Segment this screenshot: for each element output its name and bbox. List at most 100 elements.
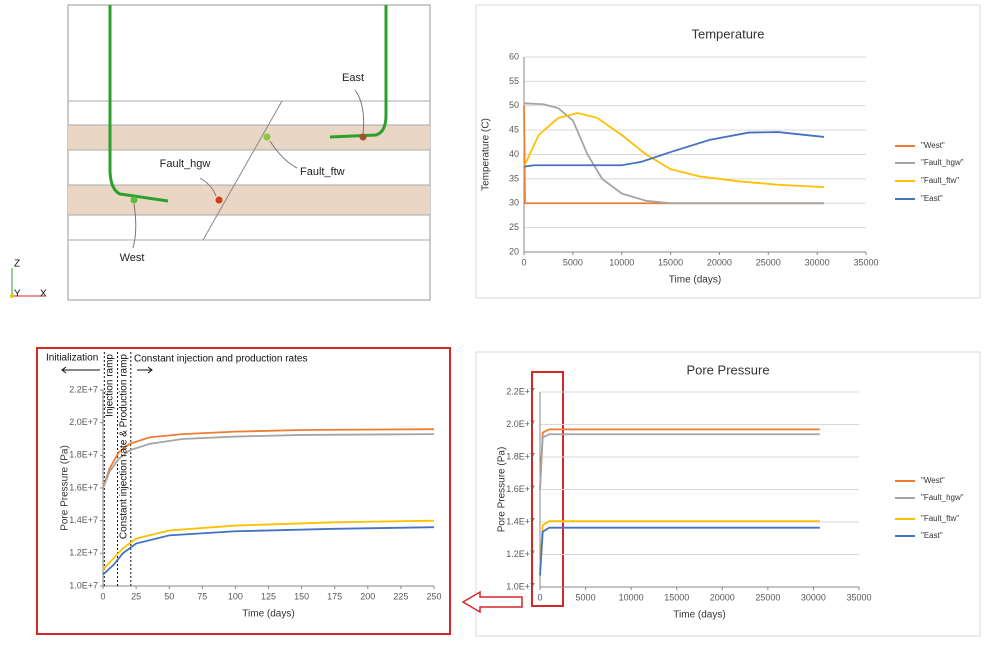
annotation-arrow	[137, 366, 153, 374]
y-tick-label: 1.2E+7	[506, 549, 535, 559]
legend-label: "East"	[921, 194, 943, 203]
y-tick-label: 2.2E+7	[69, 384, 98, 394]
y-tick-label: 1.8E+7	[506, 451, 535, 461]
y-tick-label: 40	[509, 149, 519, 159]
y-tick-label: 1.6E+7	[506, 484, 535, 494]
x-tick-label: 15000	[664, 592, 689, 602]
annotation: Injection ramp	[105, 354, 116, 417]
y-tick-label: 60	[509, 51, 519, 61]
x-tick-label: 175	[327, 591, 342, 601]
series-line	[539, 526, 820, 576]
y-axis-title: Pore Pressure (Pa)	[60, 445, 71, 531]
zoom-frame	[36, 347, 451, 635]
diagram-label: Fault_hgw	[160, 158, 211, 170]
legend-label: "Fault_hgw"	[921, 493, 964, 502]
x-tick-label: 5000	[563, 257, 583, 267]
x-tick-label: 250	[426, 591, 441, 601]
point	[215, 196, 223, 204]
axis-y	[10, 294, 14, 298]
y-tick-label: 2.0E+7	[69, 417, 98, 427]
x-tick-label: 5000	[576, 592, 596, 602]
y-tick-label: 1.2E+7	[69, 548, 98, 558]
x-tick-label: 10000	[609, 257, 634, 267]
leaders	[132, 89, 365, 249]
y-tick-label: 1.4E+7	[69, 515, 98, 525]
series-line	[102, 519, 435, 571]
y-tick-label: 20	[509, 246, 519, 256]
series-line	[102, 433, 435, 489]
x-tick-label: 0	[521, 257, 526, 267]
diagram-label: Fault_ftw	[300, 166, 345, 178]
y-tick-label: 45	[509, 125, 519, 135]
y-tick-label: 1.0E+7	[69, 580, 98, 590]
x-tick-label: 50	[164, 591, 174, 601]
chart-frame	[475, 4, 981, 299]
x-tick-label: 200	[360, 591, 375, 601]
x-tick-label: 25	[131, 591, 141, 601]
y-tick-label: 1.0E+7	[506, 581, 535, 591]
y-tick-label: 2.0E+7	[506, 419, 535, 429]
x-tick-label: 30000	[801, 592, 826, 602]
x-tick-label: 20000	[710, 592, 735, 602]
point	[263, 133, 271, 141]
x-axis-title: Time (days)	[669, 275, 721, 286]
x-tick-label: 20000	[707, 257, 732, 267]
y-tick-label: 50	[509, 100, 519, 110]
annotation: Initialization	[46, 353, 98, 364]
series-line	[539, 428, 820, 490]
legend-label: "West"	[921, 476, 945, 485]
layer-lines	[68, 100, 430, 241]
well-east	[329, 5, 388, 139]
series-line	[523, 112, 825, 189]
annotation-arrow	[61, 366, 100, 374]
legend-label: "Fault_ftw"	[921, 514, 959, 523]
model-frame	[67, 4, 431, 301]
annotation: Constant injection rate & Production ram…	[119, 354, 130, 540]
y-tick-label: 55	[509, 76, 519, 86]
annotation: Constant injection and production rates	[134, 354, 307, 365]
x-tick-label: 225	[393, 591, 408, 601]
diagram-label: East	[342, 72, 364, 84]
x-tick-label: 0	[100, 591, 105, 601]
diagram-label: West	[120, 252, 145, 264]
x-axis-title: Time (days)	[242, 609, 294, 620]
x-tick-label: 150	[294, 591, 309, 601]
y-tick-label: 25	[509, 222, 519, 232]
x-tick-label: 35000	[853, 257, 878, 267]
x-tick-label: 10000	[619, 592, 644, 602]
series-line	[539, 433, 820, 490]
legend-label: "East"	[921, 531, 943, 540]
chart-title: Temperature	[692, 26, 765, 41]
layer	[68, 125, 430, 150]
y-tick-label: 1.6E+7	[69, 482, 98, 492]
x-tick-label: 25000	[755, 592, 780, 602]
x-tick-label: 15000	[658, 257, 683, 267]
legend-label: "Fault_ftw"	[921, 176, 959, 185]
point	[130, 196, 138, 204]
y-tick-label: 30	[509, 198, 519, 208]
well-west	[108, 5, 169, 203]
x-tick-label: 30000	[805, 257, 830, 267]
chart-frame	[475, 351, 981, 637]
series-line	[523, 102, 824, 205]
y-tick-label: 1.4E+7	[506, 516, 535, 526]
chart-title: Pore Pressure	[686, 362, 769, 377]
x-axis-title: Time (days)	[673, 610, 725, 621]
x-tick-label: 0	[537, 592, 542, 602]
legend-label: "Fault_hgw"	[921, 158, 964, 167]
series-line	[102, 428, 435, 489]
y-axis-title: Temperature (C)	[481, 118, 492, 191]
y-axis-title: Pore Pressure (Pa)	[497, 447, 508, 533]
y-tick-label: 2.2E+7	[506, 386, 535, 396]
point	[359, 133, 367, 141]
y-tick-label: 35	[509, 173, 519, 183]
axis-label: Y	[14, 289, 21, 300]
series-line	[102, 526, 435, 576]
x-tick-label: 25000	[756, 257, 781, 267]
model-diagram: East Fault_hgw Fault_ftw West Z Y X	[10, 4, 431, 301]
x-tick-label: 75	[197, 591, 207, 601]
x-tick-label: 125	[261, 591, 276, 601]
zoom-arrow	[461, 590, 523, 614]
